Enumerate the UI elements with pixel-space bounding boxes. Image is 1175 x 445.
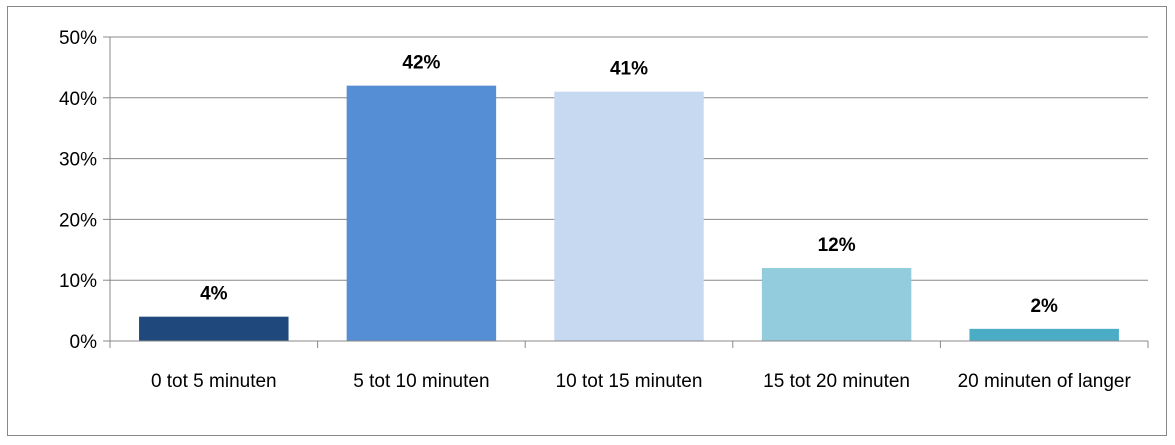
data-label: 4% [200,284,228,305]
x-category-label: 10 tot 15 minuten [556,371,703,392]
y-tick-label: 40% [59,89,97,110]
y-tick-label: 0% [70,332,98,353]
y-tick-label: 20% [59,210,97,231]
y-tick-label: 50% [59,28,97,49]
data-label: 12% [818,235,856,256]
x-category-label: 15 tot 20 minuten [763,371,910,392]
data-label: 2% [1030,296,1058,317]
x-category-label: 20 minuten of langer [958,371,1132,392]
x-category-label: 5 tot 10 minuten [353,371,489,392]
y-tick-label: 10% [59,271,97,292]
bar [761,268,912,341]
bar [969,328,1119,341]
bar [554,91,704,341]
x-category-label: 0 tot 5 minuten [151,371,277,392]
bar [139,316,289,341]
data-label: 42% [402,53,440,74]
y-tick-label: 30% [59,150,97,171]
bar [346,85,497,341]
data-label: 41% [610,59,648,80]
